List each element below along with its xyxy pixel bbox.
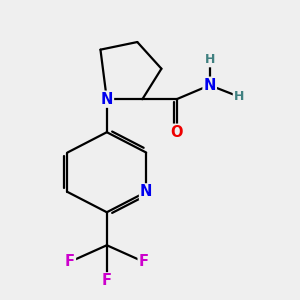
Text: H: H [234, 90, 244, 103]
Text: F: F [65, 254, 75, 269]
Text: N: N [203, 78, 216, 93]
Text: O: O [170, 125, 183, 140]
Text: H: H [205, 53, 215, 66]
Text: F: F [139, 254, 148, 269]
Text: F: F [102, 273, 112, 288]
Text: N: N [140, 184, 152, 200]
Text: N: N [100, 92, 113, 107]
